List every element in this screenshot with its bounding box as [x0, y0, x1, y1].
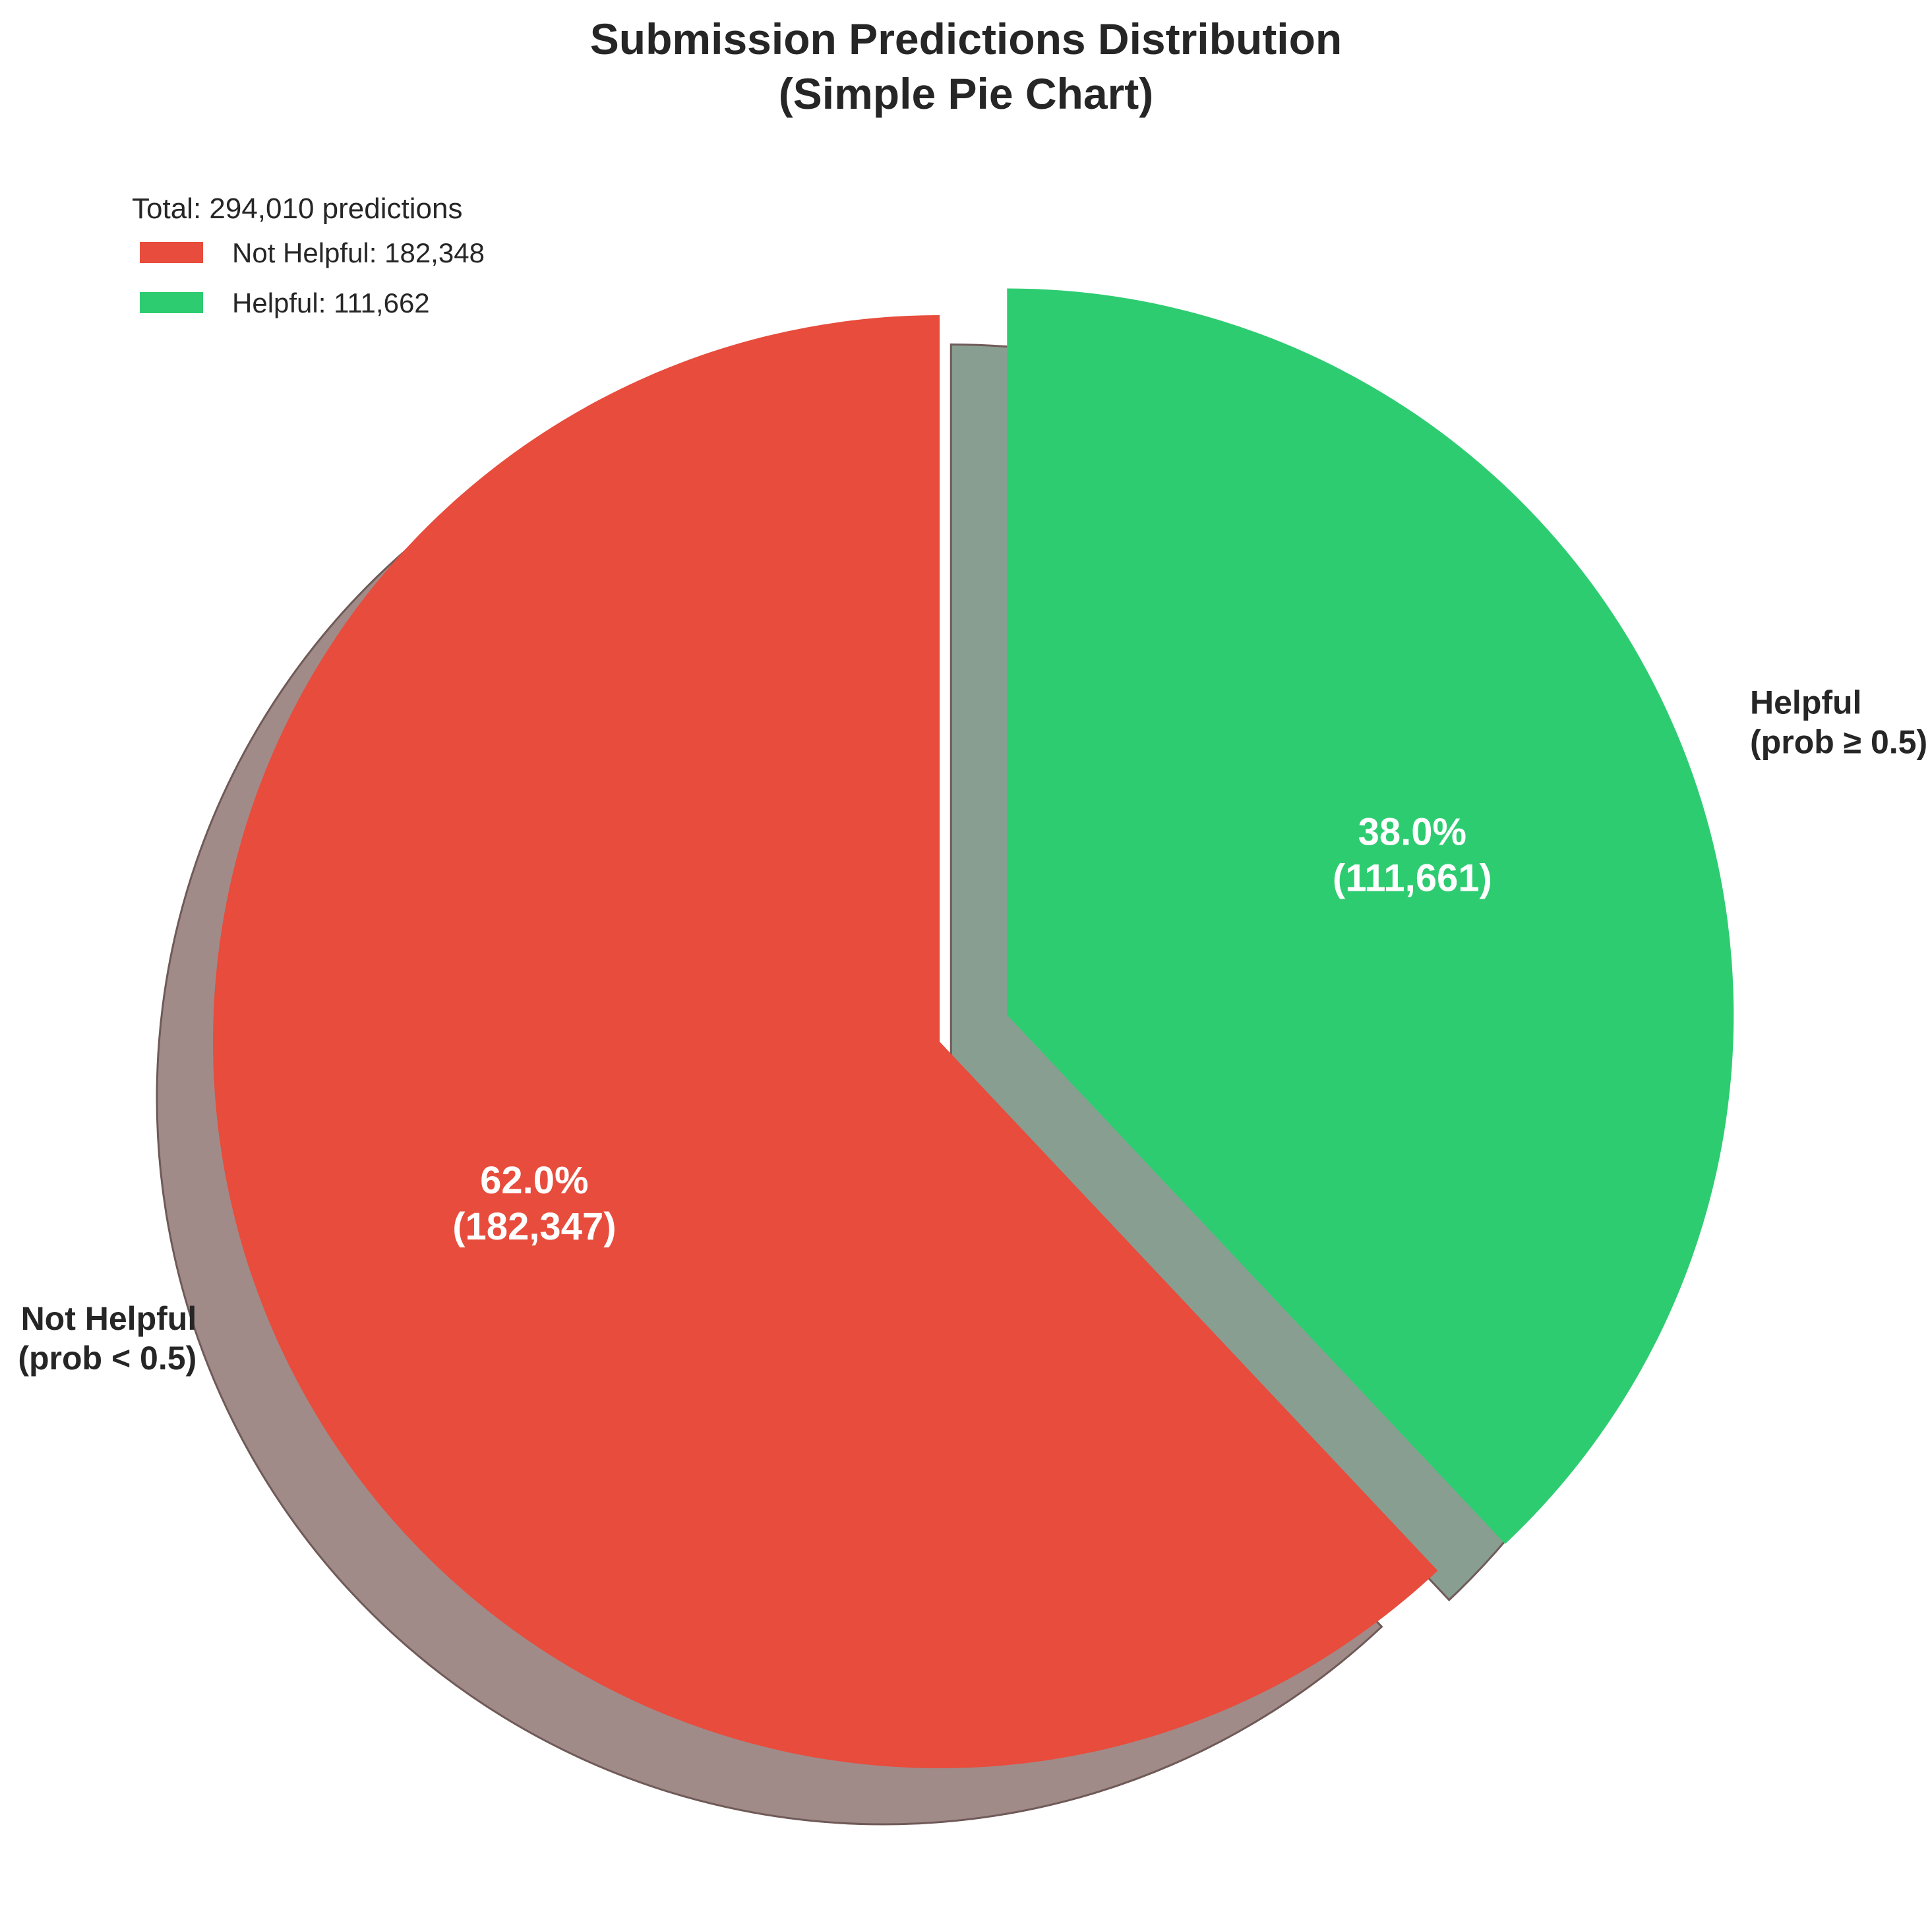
slice-value-label-helpful: 38.0%	[1358, 811, 1466, 854]
legend: Total: 294,010 predictions Not Helpful: …	[132, 193, 485, 318]
slice-value-label-helpful: (111,661)	[1333, 857, 1492, 900]
slice-category-label-not-helpful: Not Helpful	[21, 1300, 197, 1337]
chart-title-line-1: Submission Predictions Distribution	[590, 15, 1342, 63]
pie-slice-helpful	[1007, 288, 1734, 1544]
slice-category-label-helpful: (prob ≥ 0.5)	[1750, 723, 1927, 760]
slice-value-label-not-helpful: 62.0%	[480, 1159, 588, 1202]
slice-value-label-not-helpful: (182,347)	[452, 1205, 616, 1248]
pie-slice-not-helpful	[212, 315, 1438, 1768]
pie-labels: 62.0%(182,347) Not Helpful(prob < 0.5) 38.…	[18, 684, 1927, 1377]
legend-swatch-not-helpful	[140, 242, 203, 263]
legend-swatch-helpful	[140, 292, 203, 313]
chart-title-line-2: (Simple Pie Chart)	[779, 69, 1153, 118]
legend-label-helpful: Helpful: 111,662	[232, 287, 430, 318]
slice-category-label-helpful: Helpful	[1750, 684, 1861, 721]
legend-label-not-helpful: Not Helpful: 182,348	[232, 237, 485, 268]
pie-slices	[212, 288, 1734, 1768]
slice-category-label-not-helpful: (prob < 0.5)	[18, 1340, 196, 1377]
legend-title: Total: 294,010 predictions	[132, 193, 462, 225]
